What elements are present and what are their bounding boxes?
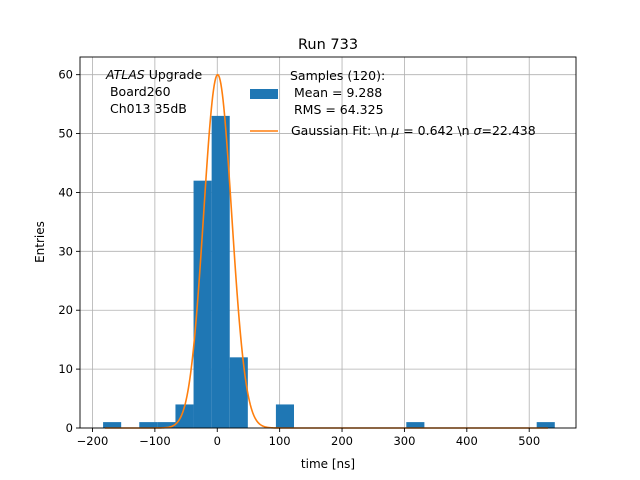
y-tick-label-2: 20 (58, 303, 73, 317)
atlas-annotation: ATLAS Upgrade Board260 Ch013 35dB (105, 67, 202, 116)
histogram-bars (103, 115, 555, 428)
histogram-bar-4 (193, 180, 212, 428)
annotation-line-1: ATLAS Upgrade (105, 67, 202, 82)
histogram-bar-9 (536, 422, 555, 428)
atlas-label: ATLAS (105, 67, 145, 82)
histogram-bar-3 (175, 404, 194, 428)
histogram-bar-1 (139, 422, 158, 428)
x-tick-label-0: −200 (77, 434, 109, 448)
x-tick-label-1: −100 (139, 434, 171, 448)
legend-samples-label: Samples (120): (290, 68, 385, 83)
histogram-bar-7 (275, 404, 294, 428)
legend-samples-rms: RMS = 64.325 (290, 102, 384, 117)
legend-fit-mu: μ (390, 123, 399, 138)
legend-samples-swatch (250, 89, 278, 99)
y-tick-label-0: 0 (66, 421, 73, 435)
histogram-bar-2 (157, 422, 176, 428)
legend-fit-sigma: σ (474, 123, 483, 138)
histogram-bar-6 (229, 357, 248, 428)
x-tick-label-2: 0 (214, 434, 221, 448)
y-tick-label-5: 50 (58, 127, 73, 141)
legend: Samples (120): Mean = 9.288 RMS = 64.325… (250, 68, 536, 138)
y-tick-label-1: 10 (58, 362, 73, 376)
legend-fit-label: Gaussian Fit: \n μ = 0.642 \n σ=22.438 (291, 123, 536, 138)
legend-samples-mean: Mean = 9.288 (290, 85, 382, 100)
histogram-bar-5 (211, 115, 230, 428)
y-tick-label-4: 40 (58, 185, 73, 199)
axis-ticks: −200 −100 0 100 200 300 400 500 0 10 20 30 40 50 60 (58, 68, 540, 448)
legend-fit-text-1: Gaussian Fit: \n (291, 123, 391, 138)
x-tick-label-6: 400 (456, 434, 478, 448)
histogram-bar-0 (103, 422, 122, 428)
x-tick-label-3: 100 (269, 434, 291, 448)
legend-fit-text-3: =22.438 (481, 123, 535, 138)
x-tick-label-5: 300 (393, 434, 415, 448)
x-tick-label-7: 500 (518, 434, 540, 448)
annotation-line-2: Board260 (106, 84, 171, 99)
y-tick-label-3: 30 (58, 244, 73, 258)
plot-frame (79, 56, 577, 429)
x-tick-label-4: 200 (331, 434, 353, 448)
annotation-line-3: Ch013 35dB (106, 101, 187, 116)
x-axis-label: time [ns] (301, 457, 355, 471)
chart-title: Run 733 (298, 37, 358, 53)
histogram-bar-8 (406, 422, 425, 428)
legend-fit-text-2: = 0.642 \n (399, 123, 473, 138)
y-axis-label: Entries (33, 221, 47, 263)
upgrade-label: Upgrade (145, 67, 203, 82)
y-tick-label-6: 60 (58, 68, 73, 82)
